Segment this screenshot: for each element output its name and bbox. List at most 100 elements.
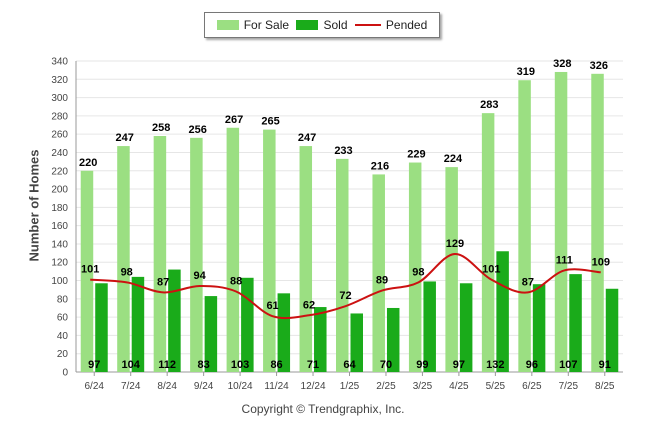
label-for-sale: 258	[152, 122, 170, 134]
y-tick-label: 300	[51, 93, 68, 104]
legend-label-for-sale: For Sale	[243, 18, 290, 32]
bar-for-sale	[117, 146, 130, 372]
bar-sold	[350, 313, 363, 372]
x-tick-label: 4/25	[449, 381, 469, 392]
label-pended: 89	[376, 275, 388, 287]
bar-for-sale	[80, 170, 94, 372]
bar-for-sale	[554, 71, 568, 372]
label-sold: 70	[380, 359, 392, 371]
legend-label-pended: Pended	[385, 18, 428, 32]
label-sold: 97	[88, 359, 100, 371]
bar-sold	[204, 296, 218, 372]
bar-sold	[131, 276, 145, 372]
y-tick-label: 100	[51, 276, 68, 287]
y-tick-label: 240	[51, 148, 68, 159]
bar-sold	[459, 283, 473, 372]
label-for-sale: 319	[517, 66, 535, 78]
y-tick-label: 20	[57, 349, 69, 360]
label-pended: 98	[121, 266, 133, 278]
label-pended: 109	[592, 256, 610, 268]
legend-label-sold: Sold	[323, 18, 348, 32]
label-sold: 71	[307, 359, 319, 371]
y-tick-label: 260	[51, 130, 68, 141]
label-sold: 64	[343, 359, 356, 371]
x-tick-label: 6/24	[84, 381, 104, 392]
label-for-sale: 216	[371, 160, 389, 172]
legend-item-sold: Sold	[296, 18, 348, 32]
x-tick-label: 7/25	[559, 381, 579, 392]
bar-sold	[95, 283, 108, 372]
bar-sold	[605, 288, 619, 372]
label-for-sale: 328	[553, 58, 571, 70]
label-for-sale: 283	[480, 99, 498, 111]
x-axis: 6/24 7/24 8/24 9/24 10/24 11/24 12/24 1/25 2/25 3…	[76, 371, 623, 392]
label-pended: 129	[446, 238, 464, 250]
label-sold: 103	[231, 359, 249, 371]
label-sold: 97	[453, 359, 465, 371]
label-pended: 72	[339, 290, 351, 302]
label-sold: 132	[486, 359, 504, 371]
y-tick-label: 0	[62, 368, 68, 379]
bar-for-sale	[336, 158, 349, 372]
label-pended: 101	[482, 264, 500, 276]
x-tick-label: 6/25	[522, 381, 542, 392]
x-tick-label: 8/24	[157, 381, 177, 392]
legend-item-pended: Pended	[354, 18, 428, 32]
label-for-sale: 247	[298, 132, 316, 144]
legend-item-for-sale: For Sale	[216, 18, 290, 32]
label-sold: 91	[599, 359, 611, 371]
bar-for-sale	[518, 80, 531, 372]
bar-for-sale	[299, 146, 313, 372]
bar-sold	[423, 281, 436, 372]
x-tick-label: 9/24	[194, 381, 214, 392]
y-tick-label: 120	[51, 258, 68, 269]
y-tick-label: 180	[51, 203, 68, 214]
data-labels: 220 97 101 247 104 98 258 112 87 256 83 94 267 103 88 2…	[79, 58, 611, 371]
x-tick-label: 7/24	[121, 381, 141, 392]
y-tick-label: 340	[51, 57, 68, 68]
y-tick-label: 160	[51, 221, 68, 232]
label-for-sale: 256	[188, 124, 206, 136]
x-tick-label: 8/25	[595, 381, 615, 392]
bar-for-sale	[445, 167, 458, 372]
y-tick-label: 60	[57, 313, 69, 324]
label-sold: 112	[158, 359, 176, 371]
y-tick-label: 200	[51, 185, 68, 196]
pended-line	[90, 253, 601, 320]
label-sold: 104	[122, 359, 141, 371]
bar-sold	[241, 277, 254, 372]
grid-lines	[76, 60, 623, 373]
bar-sold	[168, 269, 181, 372]
y-tick-label: 40	[57, 331, 69, 342]
label-for-sale: 267	[225, 114, 243, 126]
label-pended: 111	[556, 254, 573, 266]
bar-for-sale	[591, 73, 604, 373]
y-tick-label: 80	[57, 294, 69, 305]
y-axis-title: Number of Homes	[26, 149, 42, 262]
bar-for-sale	[372, 174, 385, 372]
bar-sold	[496, 251, 509, 372]
sold-swatch	[296, 20, 319, 30]
label-sold: 83	[198, 359, 210, 371]
x-tick-label: 5/25	[486, 381, 506, 392]
bar-for-sale	[408, 162, 422, 372]
label-for-sale: 229	[407, 149, 425, 161]
label-pended: 87	[157, 276, 169, 288]
label-pended: 98	[412, 266, 424, 278]
label-for-sale: 220	[79, 157, 97, 169]
pended-swatch	[354, 24, 381, 26]
label-sold: 107	[559, 359, 577, 371]
label-for-sale: 326	[590, 60, 608, 72]
x-tick-label: 2/25	[376, 381, 396, 392]
x-tick-label: 10/24	[228, 381, 253, 392]
bar-for-sale	[153, 136, 167, 372]
label-sold: 96	[526, 359, 538, 371]
label-pended: 61	[266, 300, 278, 312]
label-pended: 101	[81, 264, 99, 276]
y-tick-label: 220	[51, 166, 68, 177]
bar-for-sale	[263, 129, 276, 372]
label-for-sale: 233	[334, 145, 352, 157]
label-for-sale: 224	[444, 153, 463, 165]
label-pended: 87	[522, 276, 534, 288]
